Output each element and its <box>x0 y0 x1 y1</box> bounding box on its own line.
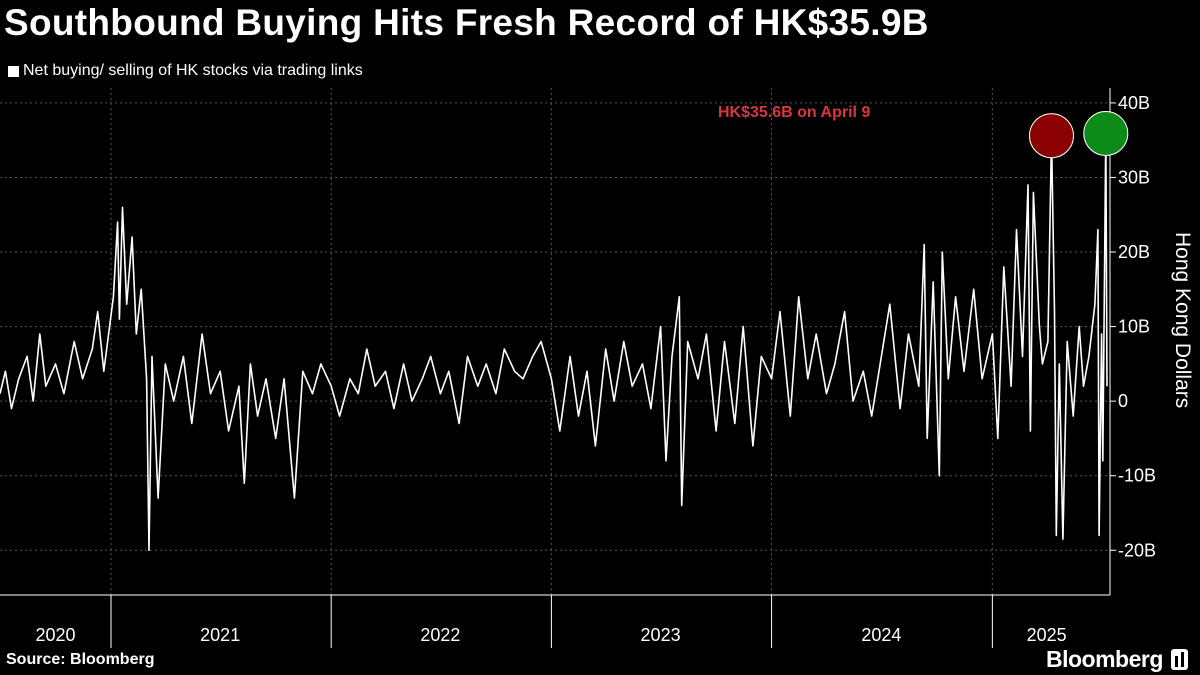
highlight-marker <box>1083 110 1129 156</box>
y-tick-label: 20B <box>1118 242 1150 262</box>
x-tick-label: 2025 <box>1027 625 1067 645</box>
y-tick-label: 30B <box>1118 167 1150 187</box>
highlight-marker <box>1028 113 1074 159</box>
series-line <box>0 132 1108 552</box>
y-tick-label: -10B <box>1118 466 1156 486</box>
bloomberg-logo: Bloomberg <box>1046 646 1188 673</box>
series-layer <box>0 132 1108 552</box>
y-axis-label: Hong Kong Dollars <box>1171 232 1194 408</box>
x-tick-label: 2022 <box>420 625 460 645</box>
highlight-layer <box>1028 110 1129 159</box>
legend-label: Net buying/ selling of HK stocks via tra… <box>23 62 363 79</box>
legend: Net buying/ selling of HK stocks via tra… <box>8 62 363 80</box>
y-tick-label: 0 <box>1118 391 1128 411</box>
source-text: Source: Bloomberg <box>6 651 155 668</box>
x-tick-label: 2024 <box>861 625 901 645</box>
y-tick-label: -20B <box>1118 540 1156 560</box>
bloomberg-badge-icon <box>1170 649 1188 670</box>
y-tick-label: 40B <box>1118 93 1150 113</box>
y-tick-label: 10B <box>1118 317 1150 337</box>
legend-swatch <box>8 65 19 77</box>
brand-wordmark: Bloomberg <box>1046 646 1163 672</box>
x-tick-label: 2021 <box>200 625 240 645</box>
chart-title: Southbound Buying Hits Fresh Record of H… <box>4 2 929 43</box>
axis-layer: -20B -10B 0 10B 20B 30B 40B 2020 2021 2022 2023 202… <box>0 88 1156 648</box>
x-tick-label: 2023 <box>641 625 681 645</box>
x-tick-label: 2020 <box>35 625 75 645</box>
grid-layer <box>0 88 1110 595</box>
annotation-label: HK$35.6B on April 9 <box>718 104 870 121</box>
